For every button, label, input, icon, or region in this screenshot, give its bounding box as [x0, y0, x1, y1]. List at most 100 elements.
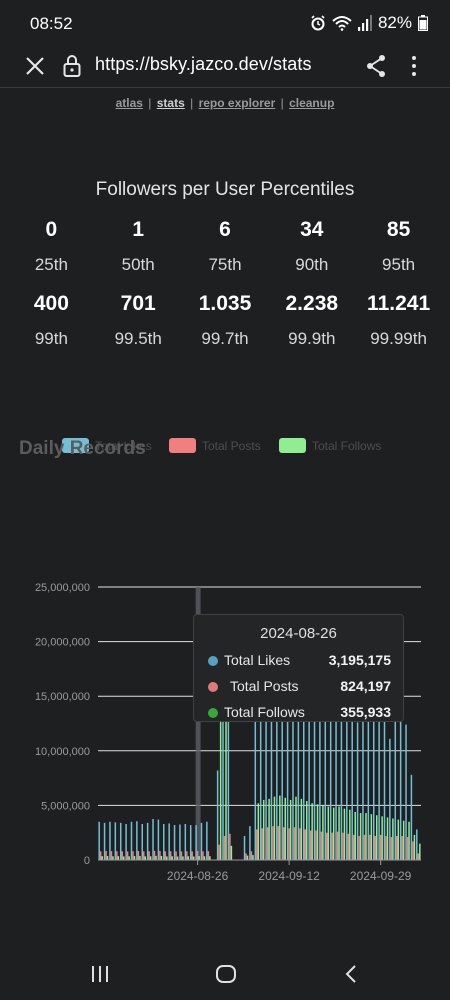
- bar: [122, 856, 125, 860]
- bar: [184, 823, 187, 860]
- chart-tooltip: 2024-08-26 Total Likes 3,195,175 Total P…: [193, 614, 404, 722]
- percentile-value: 0: [45, 218, 58, 241]
- bar: [284, 797, 286, 860]
- bar: [250, 851, 253, 860]
- percentile-value: 400: [33, 292, 69, 315]
- bar: [362, 718, 364, 860]
- bar: [281, 672, 283, 860]
- nav-link-atlas[interactable]: atlas: [115, 96, 143, 110]
- tooltip-row: Total Posts 824,197: [194, 678, 403, 698]
- tooltip-series-name: Total Follows: [224, 704, 305, 720]
- nav-link-cleanup[interactable]: cleanup: [289, 96, 335, 110]
- bar: [292, 636, 294, 860]
- bar: [336, 831, 339, 860]
- bar: [164, 851, 167, 860]
- bar: [343, 808, 346, 860]
- bar: [137, 851, 140, 860]
- percentile-label: 99th: [34, 329, 68, 348]
- bar: [270, 633, 273, 860]
- percentile-value: 2.238: [285, 292, 339, 315]
- tooltip-dot: [208, 708, 218, 718]
- bar: [417, 853, 420, 860]
- home-icon[interactable]: [214, 962, 238, 986]
- bar: [406, 837, 409, 860]
- percentile-value: 701: [120, 292, 156, 315]
- tooltip-dot: [208, 656, 218, 666]
- bar: [179, 824, 181, 860]
- bar: [222, 720, 224, 860]
- bar: [132, 851, 134, 860]
- bar: [386, 817, 389, 860]
- page-content: atlas | stats | repo explorer | cleanup …: [0, 88, 450, 1000]
- bar: [148, 851, 150, 860]
- bar: [257, 803, 260, 860]
- close-icon[interactable]: [22, 53, 48, 79]
- bar: [340, 688, 343, 860]
- bar: [332, 807, 335, 860]
- bar: [383, 718, 386, 860]
- bar: [302, 668, 305, 860]
- back-icon[interactable]: [340, 962, 364, 986]
- bar: [354, 811, 356, 860]
- bar: [338, 806, 340, 860]
- tooltip-series-name: Total Posts: [230, 678, 299, 694]
- bar: [369, 834, 371, 860]
- percentile-value: 6: [219, 218, 231, 241]
- status-bar: 08:52 82%: [0, 0, 450, 44]
- bar: [306, 801, 308, 860]
- bar: [119, 822, 122, 860]
- bar: [203, 856, 206, 860]
- browser-toolbar: https://bsky.jazco.dev/stats: [0, 44, 450, 88]
- percentiles-row: 400 99th 701 99.5th 1.035 99.7th 2.238 99.9t…: [8, 292, 442, 349]
- bar: [326, 832, 328, 860]
- percentile-cell: 34 90th: [268, 218, 355, 275]
- bar: [229, 833, 231, 860]
- bar: [405, 724, 407, 860]
- bar: [163, 823, 165, 860]
- legend-swatch: [279, 438, 306, 453]
- url-text[interactable]: https://bsky.jazco.dev/stats: [95, 54, 312, 74]
- bar: [266, 827, 269, 860]
- bar: [110, 851, 113, 860]
- chart-svg[interactable]: 0 5,000,000 10,000,000 15,000,000 20,000,000…: [0, 428, 450, 1000]
- recent-apps-icon[interactable]: [88, 962, 112, 986]
- nav-link-repo-explorer[interactable]: repo explorer: [198, 96, 276, 110]
- percentile-cell: 400 99th: [8, 292, 95, 349]
- percentiles-row: 0 25th 1 50th 6 75th 34 90th 85 95th: [8, 218, 442, 275]
- percentile-label: 99.9th: [288, 329, 336, 348]
- bar: [207, 851, 210, 860]
- bar: [358, 835, 360, 860]
- percentiles-title: Followers per User Percentiles: [95, 179, 355, 200]
- bar: [282, 827, 285, 860]
- bar: [319, 690, 321, 860]
- y-tick-label: 15,000,000: [35, 691, 90, 703]
- bar: [159, 851, 161, 860]
- percentile-label: 99.7th: [201, 329, 249, 348]
- battery-percent: 82%: [377, 13, 412, 32]
- bar: [98, 821, 100, 860]
- bar: [277, 826, 280, 860]
- more-options-icon[interactable]: [404, 53, 424, 79]
- bar: [289, 799, 292, 860]
- bar: [401, 835, 403, 860]
- tooltip-series-value: 355,933: [340, 704, 391, 720]
- bar: [175, 851, 177, 860]
- bar: [375, 815, 378, 860]
- percentile-cell: 1 50th: [95, 218, 182, 275]
- bar: [168, 823, 170, 860]
- share-icon[interactable]: [364, 53, 388, 79]
- bar: [261, 828, 263, 860]
- legend-label: Total Likes: [95, 439, 152, 453]
- percentile-cell: 85 95th: [355, 218, 442, 275]
- bar: [202, 851, 204, 860]
- bar: [149, 856, 152, 860]
- bar: [128, 856, 130, 860]
- bar: [390, 837, 393, 860]
- bar: [352, 834, 355, 860]
- bar: [347, 833, 350, 860]
- bar: [268, 798, 270, 860]
- bar: [117, 856, 120, 860]
- nav-link-stats[interactable]: stats: [156, 96, 185, 110]
- bar: [157, 819, 160, 860]
- lock-icon[interactable]: [62, 53, 82, 79]
